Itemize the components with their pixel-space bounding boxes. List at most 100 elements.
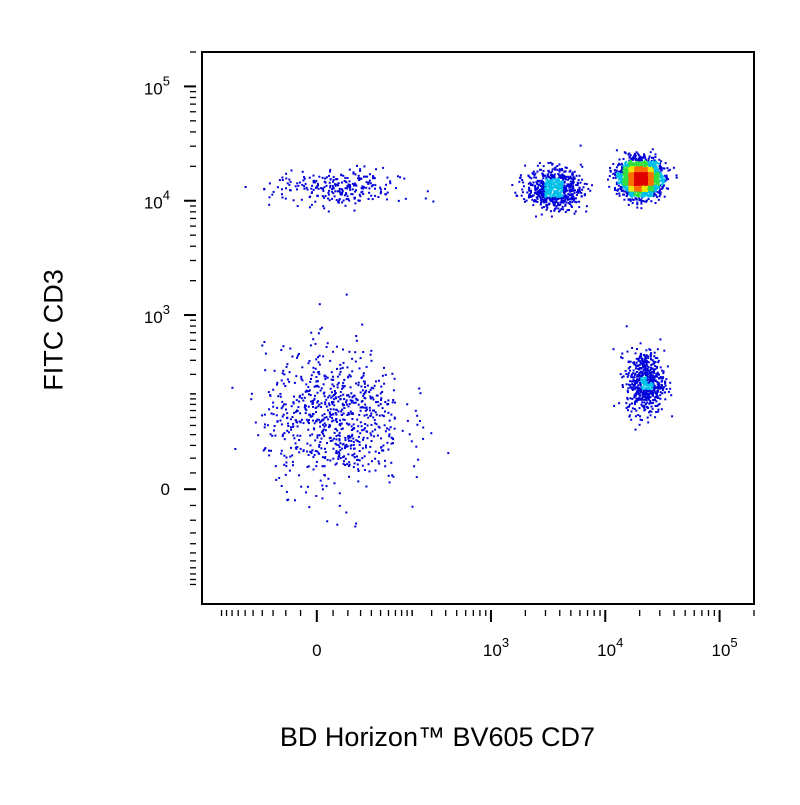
event-dot [640,194,643,197]
event-dot [637,157,640,160]
event-dot [655,400,658,403]
event-dot [314,181,317,184]
event-dot [364,403,367,406]
event-dot [337,450,340,453]
event-dot [548,186,551,189]
event-dot [321,429,324,432]
event-dot [305,418,308,421]
event-dot [356,463,359,466]
event-dot [644,391,647,394]
event-dot [547,179,550,182]
event-dot [563,181,566,184]
event-dot [272,413,275,416]
event-dot [344,187,347,190]
event-dot [353,462,356,465]
event-dot [658,377,660,380]
event-dot [319,441,322,443]
event-dot [647,162,650,165]
event-dot [534,184,537,187]
event-dot [568,186,571,189]
event-dot [645,174,648,177]
event-dot [546,182,549,185]
event-dot [561,182,564,185]
event-dot [359,409,362,412]
event-dot [634,162,637,165]
event-dot [332,398,335,401]
event-dot [631,192,634,195]
event-dot [250,392,253,395]
event-dot [635,163,638,166]
event-dot [636,161,639,164]
event-dot [339,390,342,393]
event-dot [397,199,400,202]
event-dot [623,190,626,193]
event-dot [351,396,354,399]
event-dot [668,168,671,171]
event-dot [646,365,649,368]
event-dot [327,193,330,196]
event-dot [312,456,315,459]
event-dot [379,192,382,195]
event-dot [355,439,358,442]
event-dot [655,380,658,383]
event-dot [357,177,360,180]
event-dot [310,374,313,377]
event-dot [648,402,651,405]
event-dot [629,194,631,196]
event-dot [312,188,315,191]
event-dot [346,187,348,190]
event-dot [629,179,632,182]
event-dot [334,463,337,466]
event-dot [308,393,310,396]
event-dot [539,199,542,202]
event-dot [631,182,633,185]
event-dot [558,210,560,213]
event-dot [282,369,285,372]
event-dot [370,412,373,415]
event-dot [361,457,364,460]
event-dot [375,401,377,404]
event-dot [353,455,356,458]
event-dot [615,166,618,169]
event-dot [622,185,625,188]
event-dot [358,450,361,452]
event-dot [520,194,523,197]
event-dot [634,393,637,396]
event-dot [625,169,628,171]
event-dot [624,164,627,167]
event-dot [645,172,648,175]
event-dot [555,190,558,193]
event-dot [568,190,571,193]
event-dot [619,177,622,180]
event-dot [656,371,659,374]
event-dot [635,172,638,175]
event-dot [542,175,545,178]
event-dot [637,154,640,157]
event-dot [341,387,344,390]
event-dot [570,188,573,191]
event-dot [620,188,622,191]
event-dot [299,434,302,437]
event-dot [642,181,645,184]
event-dot [539,196,542,199]
event-dot [637,384,640,387]
x-tick-label: 105 [712,635,738,660]
event-dot [561,187,564,190]
event-dot [355,335,358,337]
event-dot [656,182,658,185]
event-dot [284,473,287,476]
event-dot [321,484,324,487]
event-dot [635,409,638,412]
event-dot [636,203,639,206]
event-dot [617,188,620,191]
event-dot [671,415,674,418]
event-dot [652,386,655,388]
event-dot [344,457,347,460]
event-dot [373,409,376,412]
event-dot [653,376,656,379]
event-dot [638,185,641,188]
event-dot [548,192,550,195]
event-dot [652,379,655,382]
event-dot [294,185,297,188]
event-dot [549,190,552,193]
